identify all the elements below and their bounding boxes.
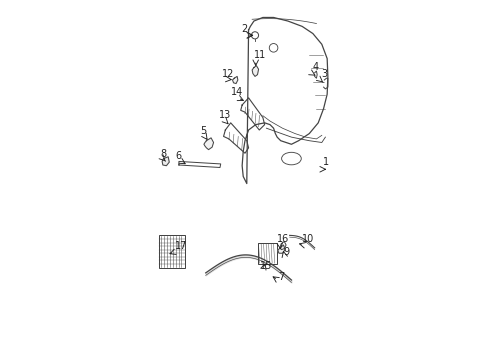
Text: 6: 6 — [175, 151, 181, 161]
Polygon shape — [232, 76, 238, 84]
Polygon shape — [252, 66, 259, 76]
Polygon shape — [162, 157, 169, 166]
Text: 16: 16 — [277, 234, 290, 244]
Text: 3: 3 — [322, 69, 328, 79]
Text: 15: 15 — [260, 261, 272, 271]
Bar — [159, 235, 185, 267]
Text: 12: 12 — [222, 68, 234, 78]
Bar — [258, 243, 277, 264]
Text: 10: 10 — [302, 234, 315, 244]
Text: 2: 2 — [242, 24, 247, 34]
Text: 8: 8 — [160, 149, 166, 158]
Text: 5: 5 — [200, 126, 207, 136]
Text: 11: 11 — [253, 50, 266, 60]
Text: 14: 14 — [231, 87, 244, 97]
Text: 17: 17 — [175, 242, 187, 251]
Polygon shape — [278, 245, 285, 253]
Text: 9: 9 — [284, 247, 290, 257]
Text: 7: 7 — [279, 272, 285, 282]
Text: 4: 4 — [312, 62, 318, 72]
Text: 13: 13 — [220, 111, 232, 120]
Text: 1: 1 — [323, 157, 329, 167]
Polygon shape — [204, 138, 214, 150]
